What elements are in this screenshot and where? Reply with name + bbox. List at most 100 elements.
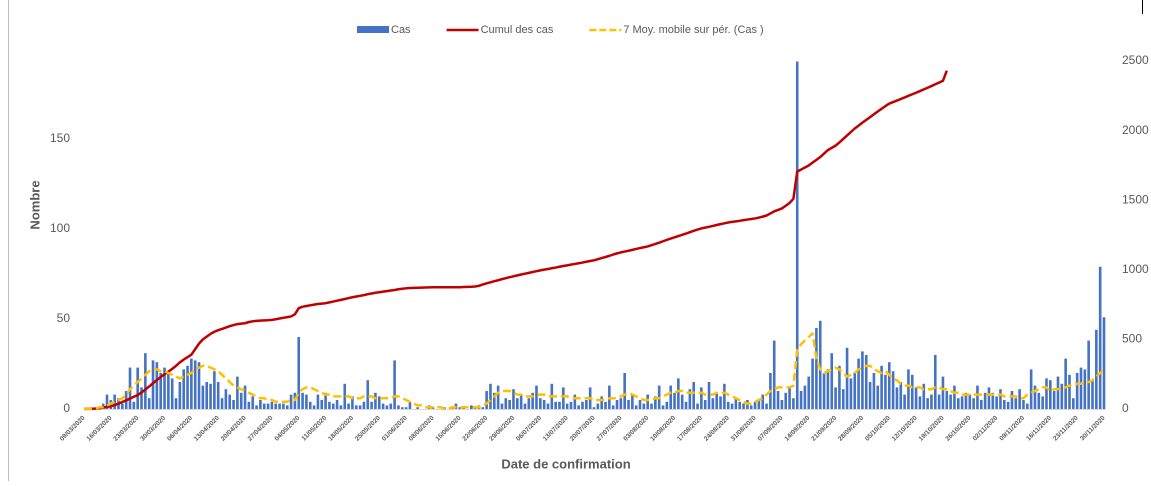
- bar: [596, 403, 600, 409]
- bar: [282, 403, 285, 409]
- bar: [703, 399, 707, 409]
- bar: [960, 396, 964, 409]
- bar: [573, 394, 577, 409]
- bar: [527, 398, 531, 409]
- bar: [757, 399, 761, 409]
- x-tick-label: 14/09/2020: [783, 414, 811, 442]
- bar: [239, 392, 243, 409]
- bar: [910, 374, 914, 409]
- bar: [784, 392, 788, 409]
- bar: [569, 401, 573, 409]
- bar: [926, 398, 929, 409]
- y-tick-label: 0: [63, 401, 70, 415]
- bar: [523, 403, 527, 409]
- x-tick-label: 23/03/2020: [112, 414, 140, 442]
- bar: [1022, 399, 1025, 409]
- bar: [600, 396, 603, 409]
- bar: [907, 369, 910, 409]
- x-tick-label: 19/10/2020: [918, 414, 946, 442]
- bar: [174, 398, 178, 409]
- bar: [535, 385, 538, 409]
- bar: [895, 387, 899, 409]
- bar: [688, 389, 692, 409]
- bar: [144, 353, 147, 409]
- bar: [1029, 369, 1033, 409]
- bar: [335, 399, 339, 409]
- bar: [469, 405, 473, 409]
- bar: [838, 365, 841, 409]
- x-tick-label: 26/10/2020: [944, 414, 972, 442]
- bar: [285, 405, 289, 409]
- bar: [1060, 383, 1064, 409]
- bar: [799, 390, 803, 409]
- bar: [458, 407, 462, 409]
- bar: [228, 394, 232, 409]
- x-tick-label: 16/11/2020: [1025, 414, 1053, 442]
- bar: [562, 387, 565, 409]
- bar: [619, 398, 623, 409]
- bar: [385, 405, 389, 409]
- bar: [1075, 372, 1079, 409]
- bar: [592, 407, 596, 409]
- bar: [615, 399, 619, 409]
- x-tick-label: 15/06/2020: [434, 414, 462, 442]
- bar: [999, 389, 1002, 409]
- bar: [247, 401, 251, 409]
- legend-swatch: [357, 26, 389, 33]
- bar: [1049, 380, 1052, 409]
- bar: [197, 362, 201, 409]
- bar: [627, 399, 630, 409]
- bar: [209, 383, 212, 409]
- bar: [481, 407, 485, 409]
- bar: [661, 405, 665, 409]
- bar: [159, 372, 162, 409]
- bar: [834, 387, 837, 409]
- bar: [1041, 396, 1044, 409]
- bar: [531, 392, 534, 409]
- bar: [297, 336, 301, 409]
- bar: [500, 403, 504, 409]
- bar: [370, 401, 373, 409]
- y2-tick-label: 2500: [1122, 53, 1149, 67]
- bar: [182, 369, 185, 409]
- x-tick-label: 21/09/2020: [810, 414, 838, 442]
- bar: [416, 407, 419, 409]
- x-tick-label: 16/03/2020: [86, 414, 114, 442]
- bar: [753, 401, 757, 409]
- x-tick-label: 05/10/2020: [864, 414, 892, 442]
- bar: [243, 385, 247, 409]
- bar: [983, 392, 987, 409]
- bar: [891, 371, 895, 409]
- bar: [266, 403, 270, 409]
- bar: [485, 390, 488, 409]
- bar: [565, 403, 569, 409]
- x-tick-label: 13/04/2020: [193, 414, 221, 442]
- bar: [1026, 403, 1029, 409]
- bar: [880, 365, 883, 409]
- bar: [868, 381, 872, 409]
- x-tick-label: 02/11/2020: [972, 414, 1000, 442]
- bar: [408, 401, 412, 409]
- x-tick-label: 06/04/2020: [166, 414, 194, 442]
- bar: [945, 390, 949, 409]
- x-tick-label: 10/08/2020: [649, 414, 677, 442]
- bar: [190, 358, 193, 409]
- bar: [953, 385, 956, 409]
- bar: [220, 398, 224, 409]
- bar: [818, 320, 822, 409]
- bar: [734, 398, 738, 409]
- bar: [136, 367, 139, 409]
- bar: [918, 396, 922, 409]
- bar: [362, 401, 366, 409]
- bar: [178, 381, 182, 409]
- bar: [278, 403, 281, 409]
- bar: [861, 351, 864, 409]
- bar: [956, 398, 960, 409]
- x-tick-label: 01/06/2020: [381, 414, 409, 442]
- bar: [259, 399, 262, 409]
- bar: [274, 403, 278, 409]
- y-tick-label: 50: [57, 311, 71, 325]
- bar: [987, 387, 991, 409]
- bar: [324, 392, 327, 409]
- bar: [397, 405, 400, 409]
